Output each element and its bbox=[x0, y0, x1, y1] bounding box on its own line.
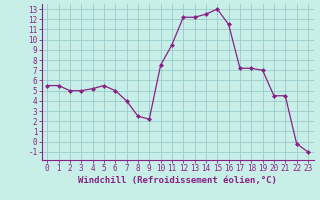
X-axis label: Windchill (Refroidissement éolien,°C): Windchill (Refroidissement éolien,°C) bbox=[78, 176, 277, 185]
